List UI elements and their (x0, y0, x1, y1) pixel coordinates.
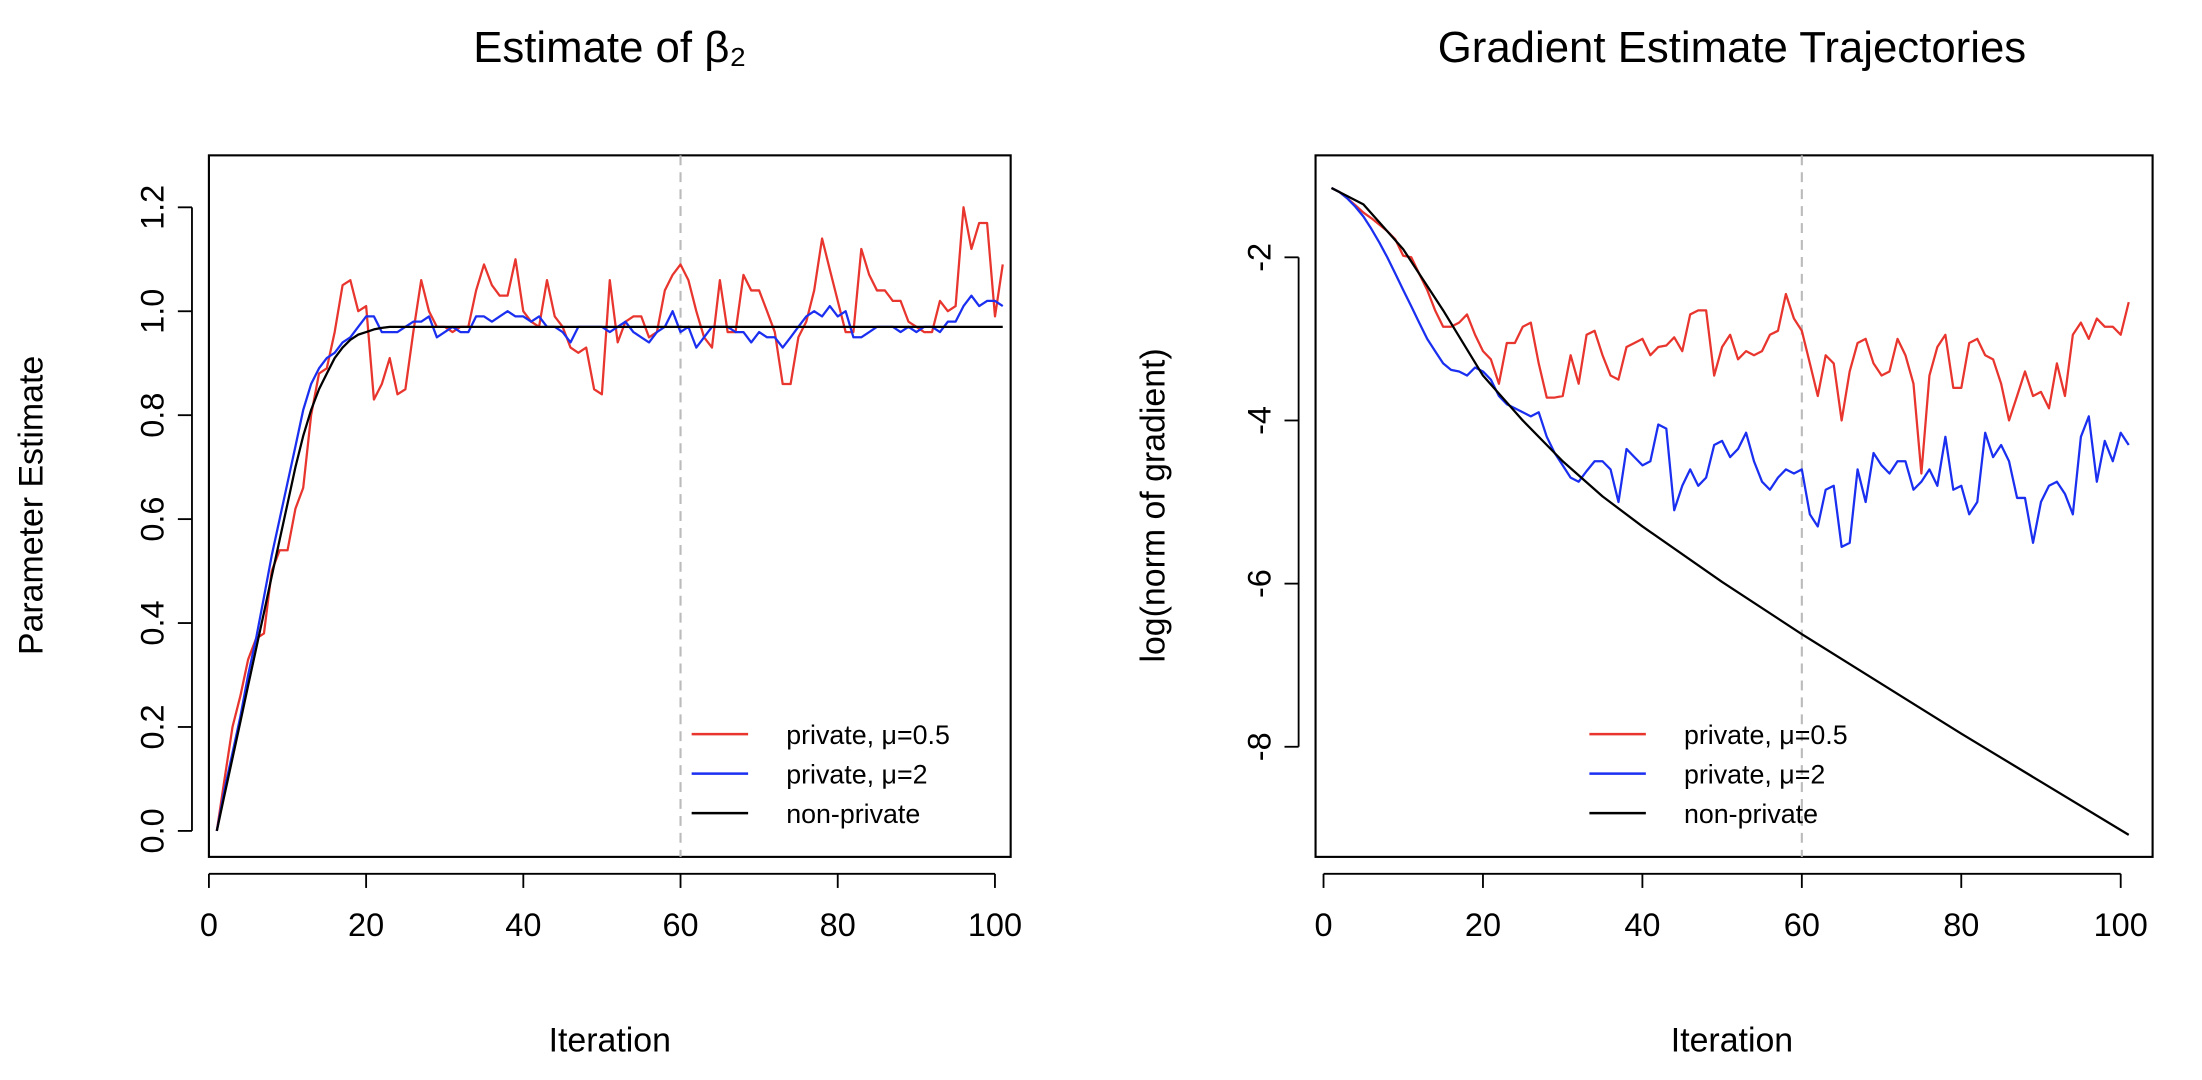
legend-label: private, μ=0.5 (786, 720, 950, 750)
series-line-non-private (1330, 186, 2130, 836)
y-tick-label: 0.8 (135, 393, 171, 438)
x-tick-label: 20 (1465, 907, 1501, 943)
y-tick-label: 0.0 (135, 808, 171, 853)
series-line-non-private (215, 325, 1003, 832)
series-line-private-2 (1330, 186, 2130, 549)
plot-frame (207, 154, 1012, 858)
legend-label: non-private (1684, 799, 1818, 829)
x-tick-label: 20 (348, 907, 384, 943)
beta2-estimate-chart: Estimate of β₂ Iteration Parameter Estim… (12, 23, 1022, 1059)
chart-title: Estimate of β₂ (473, 23, 746, 72)
y-tick-label: 1.2 (135, 185, 171, 230)
chart-title: Gradient Estimate Trajectories (1438, 23, 2026, 72)
x-tick-label: 80 (820, 907, 856, 943)
legend: private, μ=0.5 private, μ=2 non-private (691, 720, 950, 829)
gradient-trajectories-chart: Gradient Estimate Trajectories Iteration… (1135, 23, 2154, 1060)
x-tick-label: 100 (2094, 907, 2148, 943)
y-tick-label: -6 (1241, 569, 1277, 598)
x-tick-label: 40 (505, 907, 541, 943)
y-tick-label: 0.2 (135, 704, 171, 749)
series-line-private-0-5 (1330, 186, 2130, 475)
legend-label: private, μ=2 (786, 759, 927, 789)
y-tick-label: -4 (1241, 406, 1277, 435)
legend-label: non-private (786, 799, 920, 829)
y-tick-label: -8 (1241, 732, 1277, 761)
y-tick-label: 1.0 (135, 289, 171, 334)
x-tick-label: 60 (1784, 907, 1820, 943)
y-axis-label: log(norm of gradient) (1135, 348, 1173, 662)
legend: private, μ=0.5 private, μ=2 non-private (1589, 720, 1848, 829)
y-tick-label: 0.4 (135, 600, 171, 645)
legend-label: private, μ=2 (1684, 759, 1825, 789)
y-axis-label: Parameter Estimate (12, 356, 50, 655)
x-axis-label: Iteration (549, 1022, 671, 1060)
y-tick-label: 0.6 (135, 497, 171, 542)
x-tick-label: 0 (200, 907, 218, 943)
x-axis-label: Iteration (1671, 1022, 1793, 1060)
x-tick-label: 40 (1624, 907, 1660, 943)
series-line-private-0-5 (215, 206, 1004, 832)
x-tick-label: 100 (968, 907, 1022, 943)
plot-frame (1314, 154, 2154, 858)
x-tick-label: 60 (662, 907, 698, 943)
y-tick-label: -2 (1241, 243, 1277, 272)
legend-label: private, μ=0.5 (1684, 720, 1848, 750)
x-tick-label: 0 (1314, 907, 1332, 943)
series-line-private-2 (215, 294, 1004, 832)
x-tick-label: 80 (1943, 907, 1979, 943)
